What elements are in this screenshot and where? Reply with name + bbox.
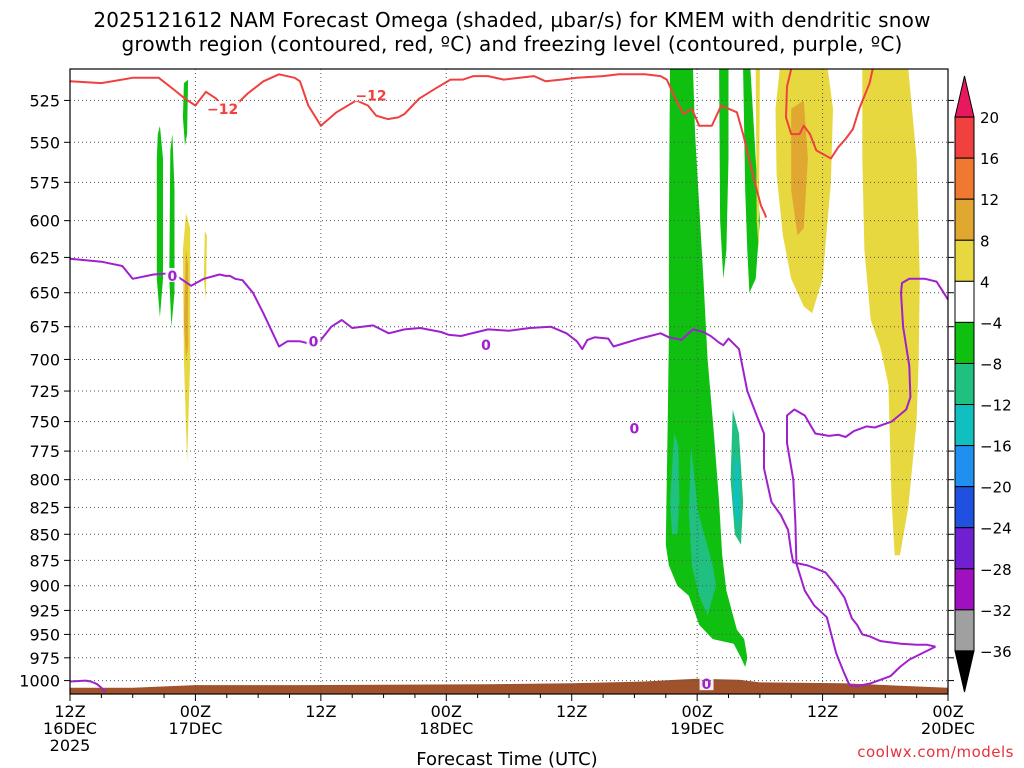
y-tick-label: 550 bbox=[29, 133, 60, 152]
y-tick-label: 525 bbox=[29, 91, 60, 110]
colorbar-swatch bbox=[954, 486, 975, 529]
y-tick-label: 900 bbox=[29, 577, 60, 596]
contour-freezing-0-2 bbox=[786, 277, 948, 687]
colorbar-label: 16 bbox=[980, 150, 999, 168]
omega-region-neg4-4 bbox=[719, 69, 729, 279]
chart-title-line1: 2025121612 NAM Forecast Omega (shaded, µ… bbox=[93, 8, 931, 32]
y-tick-label: 1000 bbox=[19, 672, 60, 691]
x-tick-label: 12Z 16DEC 2025 bbox=[43, 702, 97, 755]
chart-title-line2: growth region (contoured, red, ºC) and f… bbox=[121, 32, 903, 56]
contour-label: −12 bbox=[207, 102, 238, 118]
omega-region-neg8-1 bbox=[688, 445, 716, 616]
omega-region-pos4-1 bbox=[203, 231, 207, 300]
colorbar-swatch bbox=[954, 321, 975, 364]
colorbar-swatch bbox=[954, 445, 975, 488]
terrain-surface bbox=[70, 678, 948, 694]
y-tick-label: 850 bbox=[29, 525, 60, 544]
contour-dgz-minus12-1 bbox=[785, 69, 874, 160]
x-tick-label: 12Z bbox=[305, 702, 336, 721]
y-tick-label: 700 bbox=[29, 350, 60, 369]
colorbar-label: −36 bbox=[980, 643, 1012, 661]
contour-freezing-0-0 bbox=[70, 257, 936, 648]
colorbar-label: 8 bbox=[980, 232, 990, 250]
contour-label: 0 bbox=[481, 338, 491, 354]
contour-label: 0 bbox=[309, 334, 319, 350]
colorbar-swatch bbox=[954, 198, 975, 241]
y-tick-label: 775 bbox=[29, 442, 60, 461]
y-tick-label: 975 bbox=[29, 649, 60, 668]
y-tick-label: 725 bbox=[29, 382, 60, 401]
contour-label: 0 bbox=[168, 269, 178, 285]
y-tick-label: 575 bbox=[29, 173, 60, 192]
x-tick-label: 12Z bbox=[556, 702, 587, 721]
colorbar-label: −28 bbox=[980, 561, 1012, 579]
y-tick-label: 925 bbox=[29, 601, 60, 620]
colorbar-label: −20 bbox=[980, 479, 1012, 497]
colorbar-swatch bbox=[954, 75, 975, 118]
omega-region-neg4-0 bbox=[156, 125, 163, 318]
colorbar-label: −24 bbox=[980, 520, 1012, 538]
colorbar-swatch bbox=[954, 157, 975, 200]
contour-label: 0 bbox=[702, 677, 712, 693]
omega-region-neg4-5 bbox=[743, 69, 760, 293]
colorbar-swatch bbox=[954, 362, 975, 406]
contour-label: −12 bbox=[355, 88, 386, 104]
x-tick-label: 00Z 20DEC bbox=[921, 702, 975, 738]
colorbar-label: 20 bbox=[980, 109, 999, 127]
colorbar-swatch bbox=[954, 116, 975, 159]
colorbar-swatch bbox=[954, 568, 975, 611]
colorbar-swatch bbox=[954, 527, 975, 570]
y-tick-label: 625 bbox=[29, 248, 60, 267]
x-tick-label: 00Z 19DEC bbox=[670, 702, 724, 738]
y-tick-label: 825 bbox=[29, 498, 60, 517]
colorbar-label: −32 bbox=[980, 602, 1012, 620]
chart-title: 2025121612 NAM Forecast Omega (shaded, µ… bbox=[0, 8, 1024, 56]
y-tick-label: 875 bbox=[29, 551, 60, 570]
colorbar-label: −12 bbox=[980, 397, 1012, 415]
y-tick-label: 750 bbox=[29, 413, 60, 432]
colorbar-swatch bbox=[954, 650, 975, 693]
omega-region-neg4-2 bbox=[182, 79, 189, 146]
y-tick-label: 600 bbox=[29, 212, 60, 231]
y-tick-label: 800 bbox=[29, 471, 60, 490]
colorbar-label: −16 bbox=[980, 438, 1012, 456]
omega-region-neg4-3 bbox=[665, 69, 748, 667]
x-axis-label: Forecast Time (UTC) bbox=[416, 749, 597, 768]
omega-region-pos8-0 bbox=[183, 250, 189, 360]
colorbar-swatch bbox=[954, 280, 975, 323]
colorbar-label: −8 bbox=[980, 355, 1002, 373]
contour-freezing-0-1 bbox=[70, 679, 107, 693]
contour-label: 0 bbox=[630, 422, 640, 438]
colorbar-swatch bbox=[954, 404, 975, 447]
y-tick-label: 675 bbox=[29, 318, 60, 337]
colorbar-label: 12 bbox=[980, 191, 999, 209]
colorbar-label: 4 bbox=[980, 273, 990, 291]
y-tick-label: 650 bbox=[29, 284, 60, 303]
x-tick-label: 00Z 17DEC bbox=[168, 702, 222, 738]
omega-region-pos4-4 bbox=[862, 69, 920, 556]
x-tick-label: 12Z bbox=[807, 702, 838, 721]
x-tick-label: 00Z 18DEC bbox=[419, 702, 473, 738]
y-tick-label: 950 bbox=[29, 625, 60, 644]
omega-region-neg12-0 bbox=[733, 451, 740, 529]
colorbar-swatch bbox=[954, 609, 975, 652]
omega-region-pos4-2 bbox=[755, 69, 760, 251]
omega-region-neg8-0 bbox=[670, 433, 680, 535]
colorbar-swatch bbox=[954, 239, 975, 282]
site-credit: coolwx.com/models bbox=[857, 743, 1014, 761]
colorbar-label: −4 bbox=[980, 314, 1002, 332]
